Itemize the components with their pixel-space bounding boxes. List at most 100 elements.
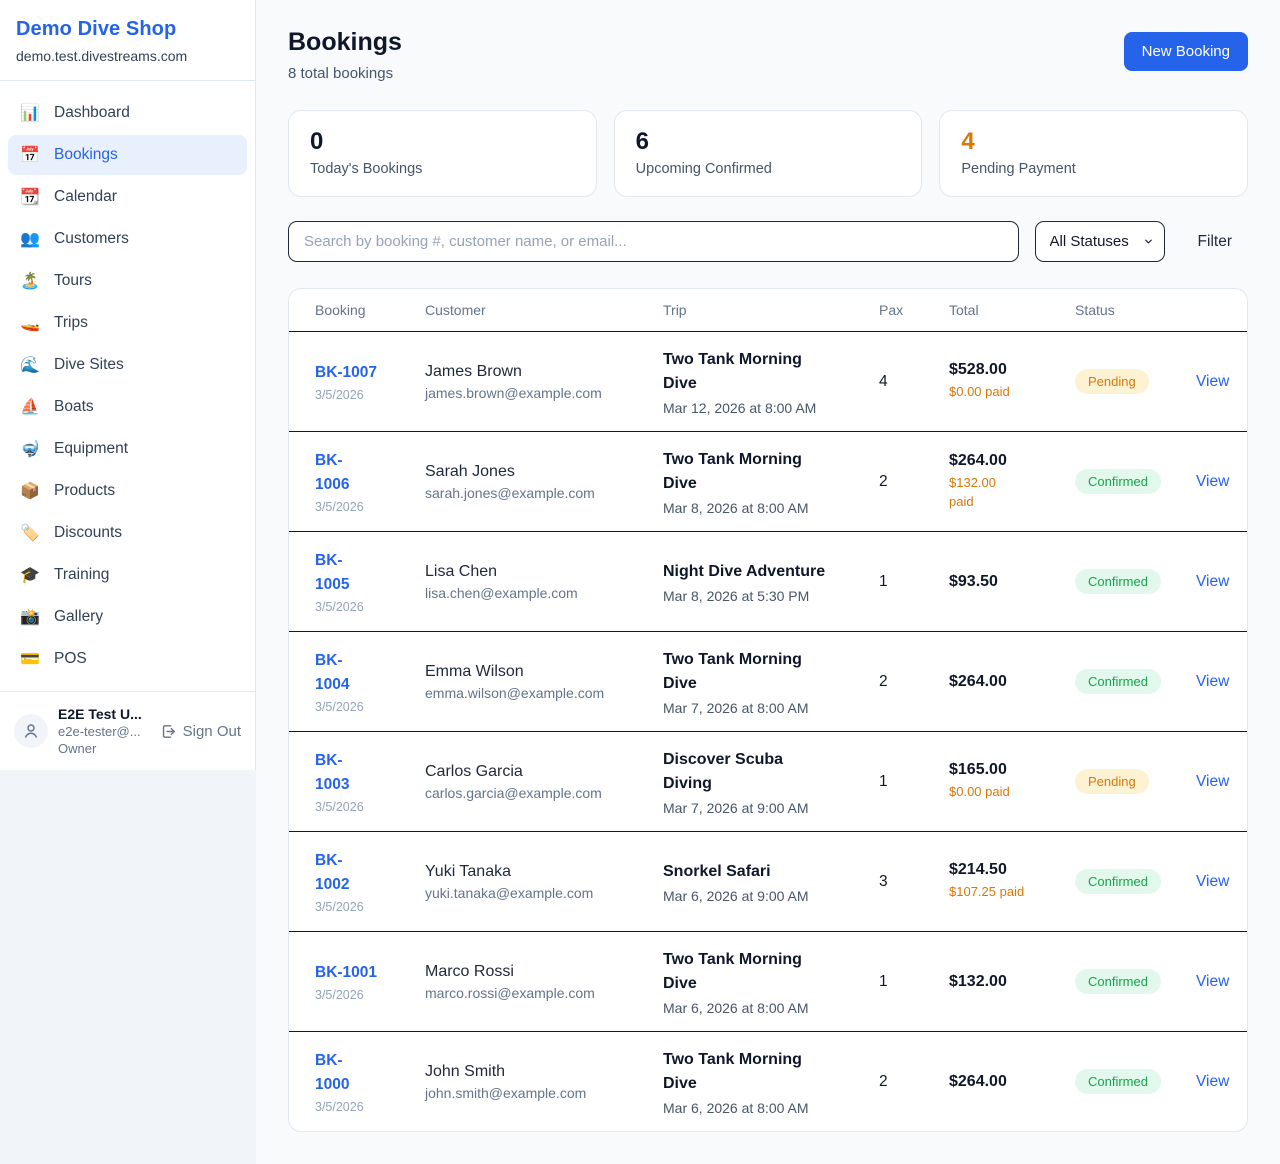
stat-label: Pending Payment xyxy=(961,161,1076,177)
total-amount: $264.00 xyxy=(949,451,1007,469)
booking-id-link[interactable]: BK- 1006 xyxy=(315,451,350,493)
sidebar-item-label: Bookings xyxy=(54,146,118,163)
booking-id-link[interactable]: BK- 1000 xyxy=(315,1051,350,1093)
trip-datetime: Mar 7, 2026 at 9:00 AM xyxy=(663,799,809,816)
customer-email: emma.wilson@example.com xyxy=(425,684,605,701)
sidebar-item-discounts[interactable]: 🏷️ Discounts xyxy=(8,513,247,553)
stat-cards: 0 Today's Bookings 6 Upcoming Confirmed … xyxy=(288,110,1248,197)
sidebar-item-customers[interactable]: 👥 Customers xyxy=(8,219,247,259)
trip-datetime: Mar 6, 2026 at 9:00 AM xyxy=(663,887,809,904)
user-role: Owner xyxy=(58,741,97,756)
logout-icon xyxy=(162,724,175,738)
sidebar-item-trips[interactable]: 🚤 Trips xyxy=(8,303,247,343)
column-header-status: Status xyxy=(1075,302,1115,318)
status-badge: Confirmed xyxy=(1075,469,1161,494)
status-select[interactable]: All Statuses xyxy=(1034,221,1165,262)
table-row: BK- 1000 3/5/2026 John Smith john.smith@… xyxy=(289,1031,1247,1131)
sidebar-item-calendar[interactable]: 📆 Calendar xyxy=(8,177,247,217)
stat-value: 4 xyxy=(961,128,975,155)
column-header-trip: Trip xyxy=(663,302,687,318)
sidebar-item-label: Calendar xyxy=(54,188,117,205)
view-link[interactable]: View xyxy=(1196,972,1230,990)
table-row: BK- 1002 3/5/2026 Yuki Tanaka yuki.tanak… xyxy=(289,831,1247,931)
status-badge: Pending xyxy=(1075,769,1149,794)
trip-datetime: Mar 8, 2026 at 5:30 PM xyxy=(663,587,810,604)
sidebar-item-label: Training xyxy=(54,566,110,583)
sidebar-item-boats[interactable]: ⛵ Boats xyxy=(8,387,247,427)
search-input[interactable] xyxy=(288,221,1019,262)
new-booking-button[interactable]: New Booking xyxy=(1123,32,1248,71)
trip-datetime: Mar 12, 2026 at 8:00 AM xyxy=(663,399,817,416)
sidebar-item-pos[interactable]: 💳 POS xyxy=(8,639,247,679)
sign-out-button[interactable]: Sign Out xyxy=(160,723,241,740)
column-header-total: Total xyxy=(949,302,979,318)
view-link[interactable]: View xyxy=(1196,772,1230,790)
sidebar-item-dive-sites[interactable]: 🌊 Dive Sites xyxy=(8,345,247,385)
sidebar-item-label: Products xyxy=(54,482,116,499)
sign-out-label: Sign Out xyxy=(182,722,241,740)
trip-name: Night Dive Adventure xyxy=(663,562,826,580)
sidebar-item-label: Discounts xyxy=(54,524,123,541)
stat-label: Today's Bookings xyxy=(310,161,423,177)
sidebar-item-bookings[interactable]: 📅 Bookings xyxy=(8,135,247,175)
customer-email: john.smith@example.com xyxy=(425,1084,587,1101)
booking-id-link[interactable]: BK- 1003 xyxy=(315,751,350,793)
trip-name: Two Tank Morning Dive xyxy=(663,1050,802,1092)
sidebar-item-label: Equipment xyxy=(54,440,129,457)
customer-name: Sarah Jones xyxy=(425,462,515,480)
view-link[interactable]: View xyxy=(1196,672,1230,690)
column-header-customer: Customer xyxy=(425,302,486,318)
filter-button[interactable]: Filter xyxy=(1197,232,1232,250)
view-link[interactable]: View xyxy=(1196,872,1230,890)
bookings-table: Booking Customer Trip Pax Total Status B… xyxy=(288,288,1248,1132)
booking-id-link[interactable]: BK- 1002 xyxy=(315,851,350,893)
pax-count: 1 xyxy=(879,572,888,590)
customer-name: Carlos Garcia xyxy=(425,762,523,780)
sidebar-item-equipment[interactable]: 🤿 Equipment xyxy=(8,429,247,469)
stat-label: Upcoming Confirmed xyxy=(635,161,772,177)
booking-id-link[interactable]: BK-1001 xyxy=(315,963,378,981)
trip-name: Two Tank Morning Dive xyxy=(663,650,802,692)
view-link[interactable]: View xyxy=(1196,472,1230,490)
total-amount: $528.00 xyxy=(949,361,1007,379)
sidebar-item-gallery[interactable]: 📸 Gallery xyxy=(8,597,247,637)
paid-amount: $0.00 paid xyxy=(949,784,1010,800)
dashboard-icon: 📊 xyxy=(20,105,40,122)
customer-name: Marco Rossi xyxy=(425,962,514,980)
trip-datetime: Mar 7, 2026 at 8:00 AM xyxy=(663,699,809,716)
status-badge: Pending xyxy=(1075,369,1149,394)
camera-icon: 📸 xyxy=(20,609,40,626)
customers-icon: 👥 xyxy=(20,231,40,248)
paid-amount: $132.00 paid xyxy=(949,474,996,509)
sidebar-item-dashboard[interactable]: 📊 Dashboard xyxy=(8,93,247,133)
page-title: Bookings xyxy=(288,28,402,56)
sidebar-item-label: Gallery xyxy=(54,608,104,625)
page-header: Bookings 8 total bookings New Booking xyxy=(288,28,1248,82)
speedboat-icon: 🚤 xyxy=(20,315,40,332)
sidebar-item-training[interactable]: 🎓 Training xyxy=(8,555,247,595)
view-link[interactable]: View xyxy=(1196,372,1230,390)
stat-value: 6 xyxy=(635,128,650,155)
sidebar-item-tours[interactable]: 🏝️ Tours xyxy=(8,261,247,301)
trip-name: Two Tank Morning Dive xyxy=(663,350,802,392)
total-amount: $165.00 xyxy=(949,761,1007,779)
trip-name: Two Tank Morning Dive xyxy=(663,950,802,992)
booking-id-link[interactable]: BK- 1005 xyxy=(315,551,350,593)
trip-datetime: Mar 8, 2026 at 8:00 AM xyxy=(663,499,809,516)
booking-date: 3/5/2026 xyxy=(315,988,364,1002)
shop-name: Demo Dive Shop xyxy=(16,18,177,40)
view-link[interactable]: View xyxy=(1196,1072,1230,1090)
sidebar-item-label: Dive Sites xyxy=(54,356,124,373)
user-name: E2E Test U... xyxy=(58,706,142,722)
customer-email: yuki.tanaka@example.com xyxy=(425,884,594,901)
view-link[interactable]: View xyxy=(1196,572,1230,590)
sidebar-item-products[interactable]: 📦 Products xyxy=(8,471,247,511)
booking-date: 3/5/2026 xyxy=(315,500,364,515)
stat-value: 0 xyxy=(310,128,324,155)
booking-id-link[interactable]: BK- 1004 xyxy=(315,651,350,693)
booking-id-link[interactable]: BK-1007 xyxy=(315,363,378,381)
pax-count: 4 xyxy=(879,372,888,390)
customer-name: James Brown xyxy=(425,362,522,380)
table-row: BK- 1005 3/5/2026 Lisa Chen lisa.chen@ex… xyxy=(289,531,1247,631)
trip-datetime: Mar 6, 2026 at 8:00 AM xyxy=(663,1099,809,1116)
